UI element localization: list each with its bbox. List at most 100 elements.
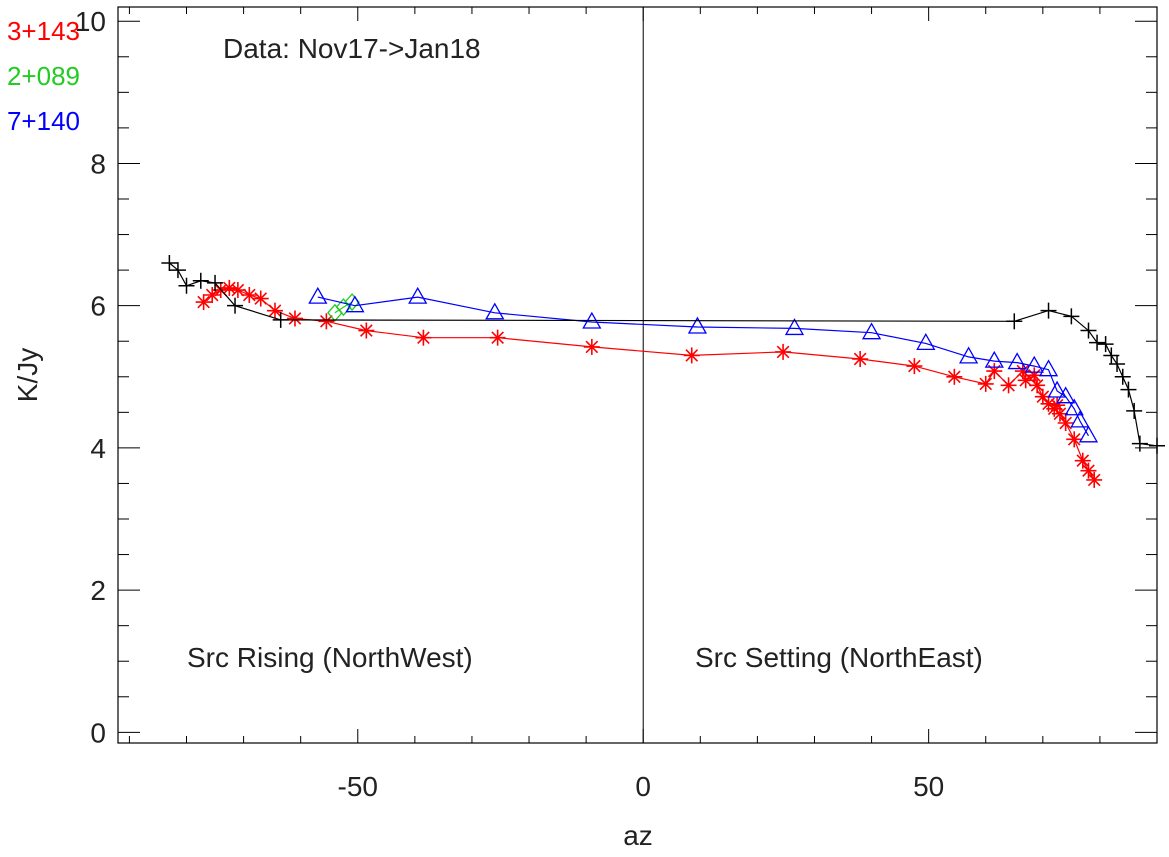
y-tick-label: 10	[75, 6, 106, 37]
marker-stroke	[254, 292, 268, 305]
marker-stroke	[1087, 473, 1101, 487]
y-axis-label: K/Jy	[12, 348, 43, 402]
data-point-triangle	[1056, 386, 1076, 404]
data-point-plus	[1131, 435, 1148, 452]
marker-stroke	[979, 377, 993, 391]
series-3-143	[195, 279, 1103, 488]
axes: -50 0 50 0 2 4 6 8 10	[75, 6, 1158, 802]
marker-stroke	[288, 312, 302, 325]
data-point-plus	[1120, 381, 1137, 398]
data-point-triangle	[1070, 410, 1090, 428]
data-point-plus	[178, 277, 195, 294]
marker-stroke	[685, 349, 699, 362]
data-point-plus	[1103, 347, 1120, 364]
x-tick-label: 50	[913, 771, 944, 802]
data-point-triangle	[345, 295, 365, 313]
legend-entry: 7+140	[7, 106, 80, 136]
data-point-asterisk	[229, 282, 246, 299]
marker-stroke	[231, 283, 245, 297]
data-point-asterisk	[977, 375, 994, 392]
data-point-plus	[1149, 437, 1165, 454]
marker-stroke	[197, 295, 210, 309]
marker-stroke	[417, 331, 430, 344]
data-point-asterisk	[683, 347, 700, 364]
data-point-plus	[1080, 322, 1097, 339]
marker-stroke	[360, 324, 373, 337]
data-point-plus	[227, 297, 244, 314]
data-point-asterisk	[1029, 377, 1046, 394]
data-point-plus	[1006, 313, 1023, 330]
rising-annotation: Src Rising (NorthWest)	[187, 642, 473, 673]
data-point-asterisk	[775, 343, 792, 360]
data-point-plus	[272, 311, 289, 328]
series-black-3	[161, 255, 1165, 454]
data-point-asterisk	[986, 363, 1003, 380]
data-point-plus	[169, 262, 186, 279]
data-point-asterisk	[1000, 377, 1017, 394]
data-point-triangle	[408, 286, 428, 304]
data-point-triangle	[1047, 380, 1067, 398]
data-point-asterisk	[906, 358, 923, 375]
data-point-triangle	[916, 333, 936, 351]
data-point-asterisk	[946, 368, 963, 385]
series-line	[334, 301, 353, 314]
data-point-triangle	[687, 316, 708, 334]
marker-stroke	[222, 281, 236, 295]
data-point-asterisk	[1017, 372, 1034, 389]
marker-stroke	[908, 359, 921, 373]
data-point-asterisk	[241, 287, 258, 303]
marker-stroke	[1016, 364, 1030, 378]
data-point-asterisk	[204, 287, 221, 303]
marker-stroke	[242, 288, 256, 302]
y-tick-label: 2	[90, 575, 106, 606]
data-point-asterisk	[358, 322, 375, 339]
marker-stroke	[205, 288, 219, 302]
data-point-asterisk	[1034, 388, 1051, 405]
marker-stroke	[948, 370, 961, 384]
marker-stroke	[853, 352, 867, 366]
data-point-asterisk	[852, 351, 869, 367]
data-point-plus	[207, 274, 224, 291]
series-7-140	[308, 286, 1099, 443]
y-tick-label: 4	[90, 433, 106, 464]
plot-frame	[117, 6, 1158, 744]
data-point-triangle	[1007, 352, 1027, 370]
data-point-asterisk	[1066, 431, 1083, 448]
data-range-annotation: Data: Nov17->Jan18	[223, 33, 481, 64]
data-point-triangle	[984, 350, 1004, 368]
marker-stroke	[1030, 378, 1044, 392]
y-tick-label: 8	[90, 148, 106, 179]
series-line	[169, 262, 1158, 447]
data-point-plus	[1089, 334, 1106, 351]
data-point-plus	[1097, 336, 1114, 353]
data-point-plus	[1063, 308, 1080, 325]
data-point-asterisk	[489, 329, 506, 346]
marker-stroke	[1019, 374, 1033, 387]
data-point-asterisk	[266, 302, 283, 319]
marker-stroke	[1059, 416, 1072, 430]
data-point-asterisk	[1080, 462, 1097, 479]
y-tick-label: 0	[90, 717, 106, 748]
marker-stroke	[1076, 454, 1090, 468]
data-point-plus	[1109, 355, 1126, 372]
data-point-plus	[1040, 302, 1057, 319]
data-point-asterisk	[583, 338, 600, 355]
marker-stroke	[776, 345, 790, 359]
data-point-triangle	[958, 346, 979, 364]
data-point-plus	[192, 272, 209, 289]
data-point-asterisk	[1057, 415, 1074, 431]
marker-stroke	[491, 331, 504, 344]
x-tick-label: -50	[338, 771, 378, 802]
marker-stroke	[1053, 407, 1067, 421]
legend: 3+143 2+089 7+140	[7, 16, 80, 136]
marker-stroke	[585, 340, 599, 354]
data-point-asterisk	[1086, 471, 1103, 488]
series-line	[317, 296, 1090, 437]
data-point-triangle	[784, 318, 805, 336]
data-point-triangle	[1064, 398, 1084, 416]
setting-annotation: Src Setting (NorthEast)	[695, 642, 983, 673]
series-line	[203, 287, 1095, 481]
data-point-plus	[1126, 402, 1143, 419]
data-point-asterisk	[195, 294, 212, 311]
